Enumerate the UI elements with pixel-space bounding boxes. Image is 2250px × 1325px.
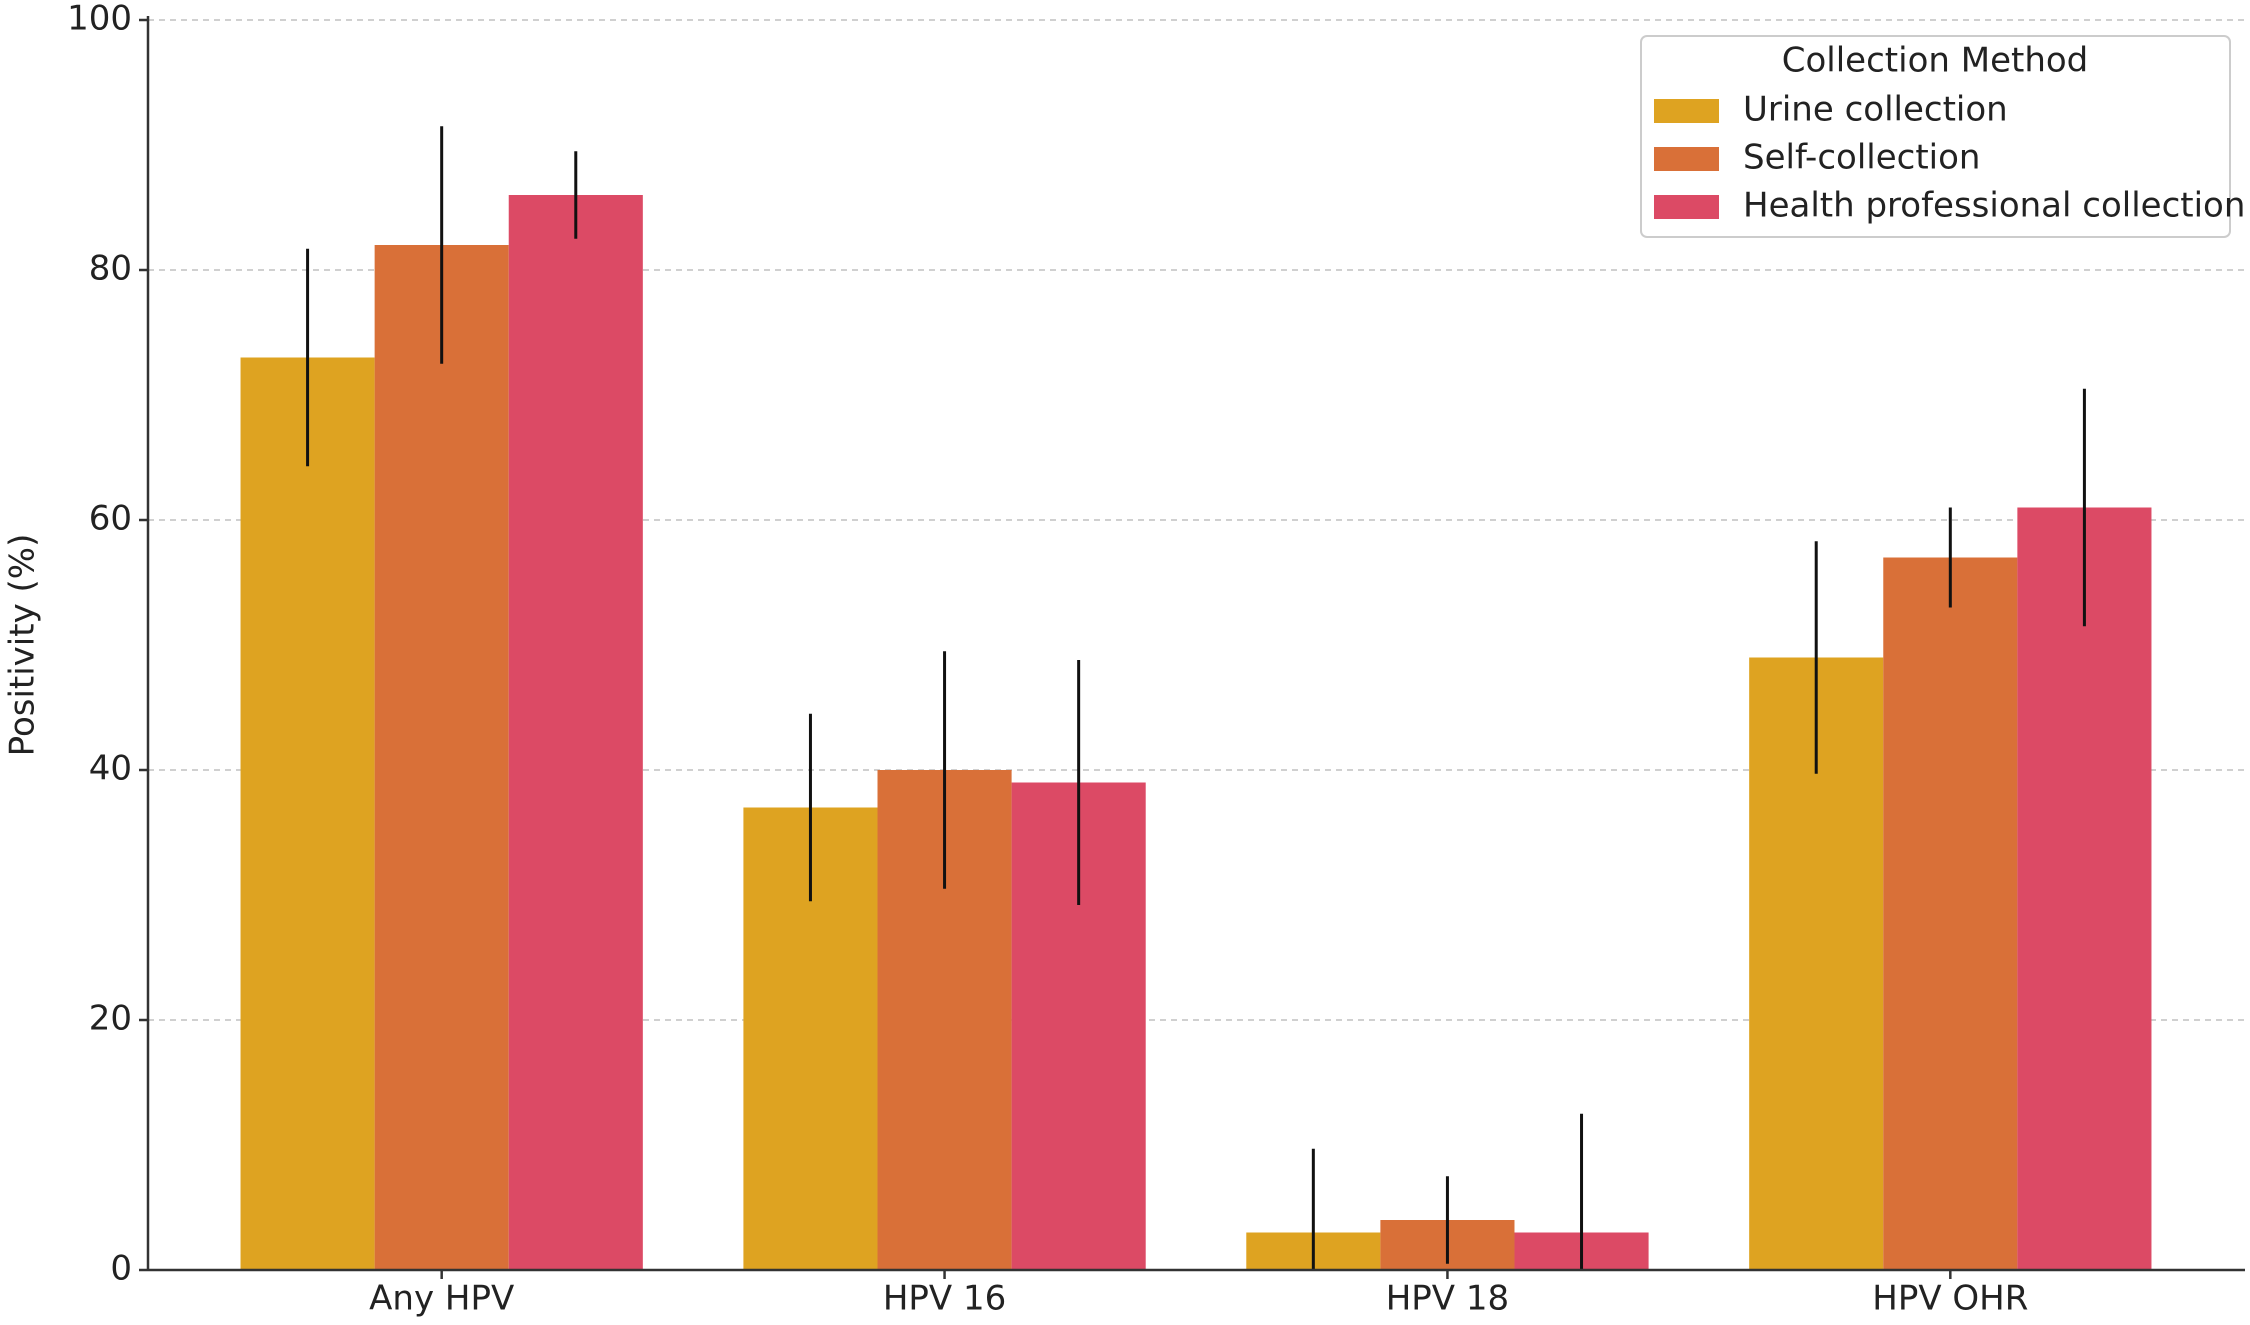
y-tick-label: 80	[89, 249, 132, 289]
y-tick-label: 20	[89, 999, 132, 1039]
bar	[240, 357, 375, 1270]
bar	[2017, 507, 2152, 1270]
legend-swatch	[1654, 195, 1719, 219]
x-tick-label: Any HPV	[369, 1279, 514, 1319]
x-tick-label: HPV OHR	[1872, 1279, 2028, 1319]
legend-title: Collection Method	[1782, 41, 2089, 81]
legend: Collection Method Urine collection Self-co…	[1640, 35, 2245, 238]
x-tick-label: HPV 16	[883, 1279, 1006, 1319]
legend-swatch	[1654, 147, 1719, 171]
legend-label: Health professional collection	[1743, 186, 2245, 226]
legend-label: Urine collection	[1743, 90, 2008, 130]
y-axis-label: Positivity (%)	[3, 534, 43, 757]
y-tick-label: 60	[89, 499, 132, 539]
y-tick-label: 40	[89, 749, 132, 789]
legend-box	[1640, 35, 2231, 238]
plot-area	[240, 126, 2152, 1270]
x-tick-label: HPV 18	[1386, 1279, 1509, 1319]
legend-label: Self-collection	[1743, 138, 1980, 178]
y-tick-label: 0	[110, 1249, 132, 1289]
bar	[1883, 557, 2018, 1270]
legend-swatch	[1654, 99, 1719, 123]
bar	[508, 195, 643, 1270]
y-tick-label: 100	[67, 0, 132, 39]
bar	[374, 245, 509, 1270]
